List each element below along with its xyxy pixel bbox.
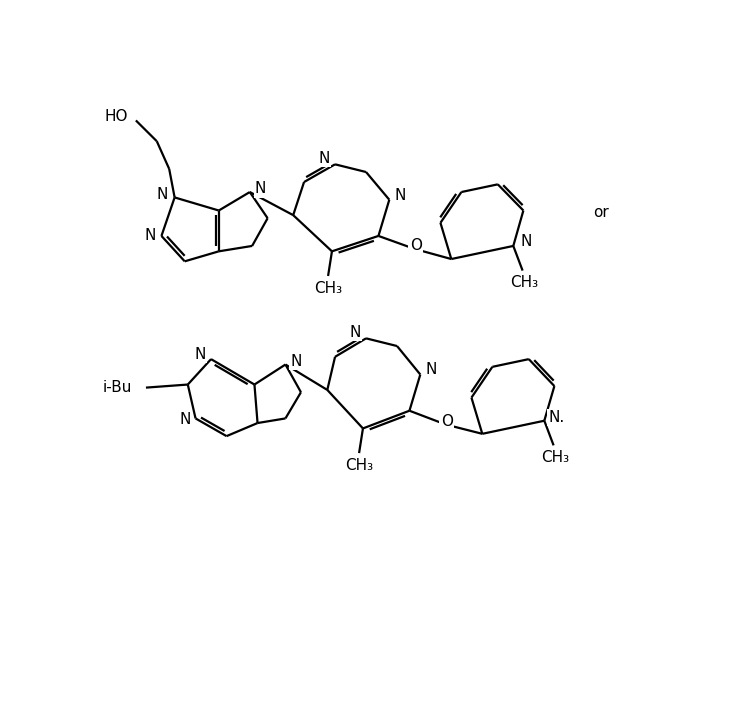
Text: O: O bbox=[410, 239, 421, 253]
Text: HO: HO bbox=[104, 109, 128, 124]
Text: N: N bbox=[395, 187, 406, 203]
Text: N: N bbox=[319, 151, 330, 166]
Text: CH₃: CH₃ bbox=[314, 281, 342, 296]
Text: or: or bbox=[593, 205, 609, 220]
Text: N: N bbox=[157, 187, 168, 202]
Text: O: O bbox=[441, 414, 453, 429]
Text: CH₃: CH₃ bbox=[510, 275, 538, 291]
Text: CH₃: CH₃ bbox=[345, 458, 373, 473]
Text: N: N bbox=[195, 347, 206, 362]
Text: N: N bbox=[291, 354, 302, 369]
Text: N: N bbox=[145, 228, 157, 244]
Text: N: N bbox=[520, 234, 531, 249]
Text: i-Bu: i-Bu bbox=[103, 380, 132, 395]
Text: N: N bbox=[425, 362, 437, 378]
Text: CH₃: CH₃ bbox=[541, 450, 569, 465]
Text: N: N bbox=[255, 181, 266, 197]
Text: N.: N. bbox=[548, 410, 565, 425]
Text: N: N bbox=[179, 413, 190, 428]
Text: N: N bbox=[350, 325, 361, 340]
